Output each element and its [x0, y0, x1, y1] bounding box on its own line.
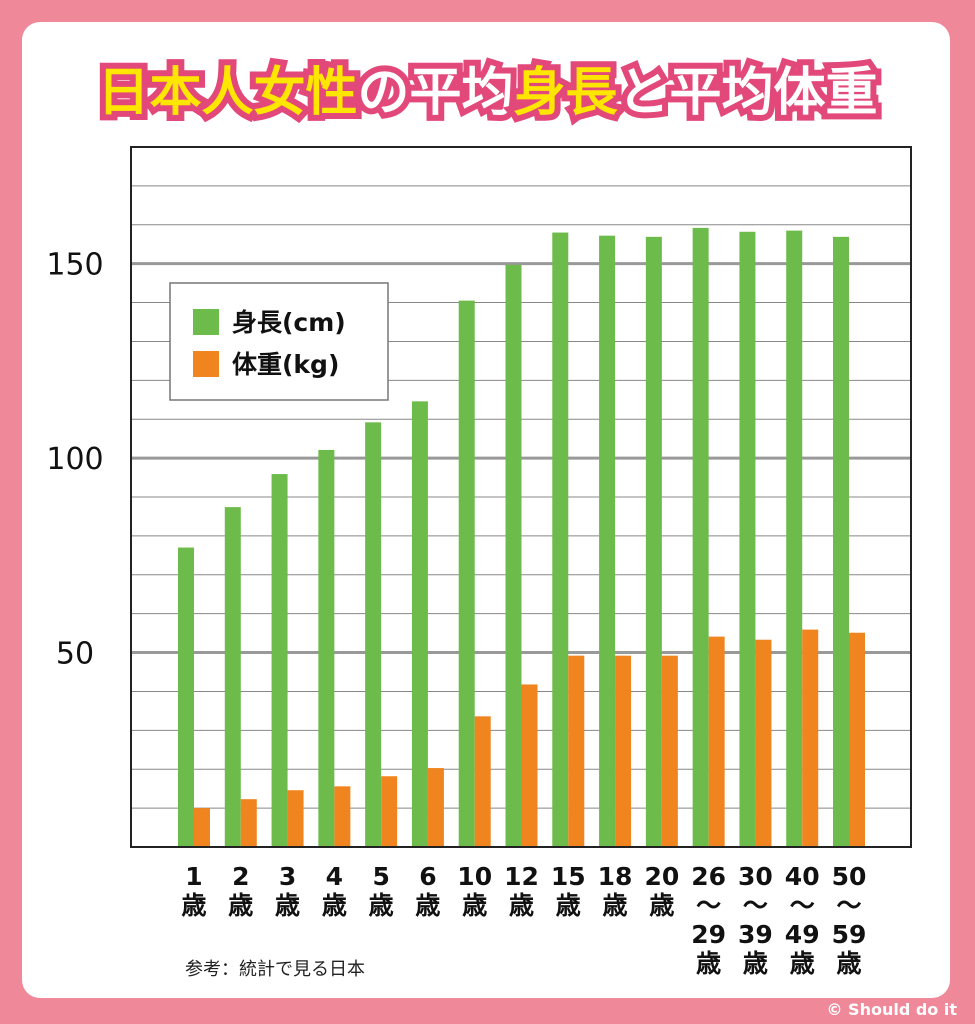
x-tick-label: 15 歳: [550, 862, 586, 920]
bar: [833, 236, 849, 848]
bar: [708, 636, 725, 847]
bar: [381, 776, 398, 847]
title-part: の: [351, 57, 415, 129]
bar: [427, 768, 444, 847]
title-part: 平均体重: [664, 57, 884, 129]
bar: [505, 264, 522, 847]
bar: [521, 684, 538, 847]
bar: [318, 449, 335, 847]
bar: [271, 474, 288, 847]
y-tick-label: 150: [46, 248, 103, 283]
x-tick-label: 1 歳: [181, 862, 207, 920]
bar: [645, 236, 662, 848]
legend-label: 身長(cm): [232, 308, 346, 337]
x-tick-label: 30 〜 39 歳: [738, 862, 773, 978]
bar: [365, 422, 382, 847]
x-tick-label: 40 〜 49 歳: [784, 862, 820, 978]
x-tick-label: 12 歳: [504, 862, 539, 920]
x-tick-label: 5 歳: [368, 862, 394, 920]
source-note: 参考：統計で見る日本: [185, 959, 365, 980]
title-part: 平均: [403, 57, 519, 129]
bar: [755, 639, 772, 847]
bar: [568, 655, 585, 847]
bar: [287, 790, 304, 847]
bar: [194, 808, 210, 847]
plot-border: [130, 146, 912, 848]
bar: [334, 786, 351, 847]
bar: [224, 507, 241, 847]
legend-swatch: [193, 309, 219, 335]
x-tick-label: 3 歳: [275, 862, 301, 920]
title-part: と: [612, 57, 676, 129]
y-tick-label: 50: [56, 637, 94, 672]
legend-label: 体重(kg): [232, 350, 339, 379]
bar: [474, 716, 491, 847]
chart-title: 日本人女性の平均身長と平均体重: [0, 50, 975, 129]
x-tick-label: 20 歳: [644, 862, 680, 920]
y-tick-label: 100: [46, 442, 103, 477]
x-tick-label: 2 歳: [228, 862, 254, 920]
bar: [552, 232, 569, 848]
x-tick-label: 6 歳: [415, 862, 441, 920]
bar: [661, 655, 678, 847]
title-part: 日本人女性: [91, 57, 363, 129]
credit: © Should do it: [826, 1000, 957, 1019]
bar: [411, 401, 428, 847]
bar: [849, 632, 865, 847]
bar: [458, 300, 475, 848]
legend-swatch: [193, 351, 219, 377]
bar: [786, 230, 803, 848]
x-tick-label: 4 歳: [321, 862, 347, 920]
bar: [240, 799, 257, 847]
legend-box: [169, 282, 389, 401]
bar: [802, 629, 819, 847]
bar: [599, 235, 616, 847]
x-tick-label: 10 歳: [457, 862, 493, 920]
bar: [739, 231, 756, 847]
bar: [692, 227, 709, 847]
x-tick-label: 50 〜 59 歳: [831, 862, 867, 978]
x-tick-label: 26 〜 29 歳: [691, 862, 727, 978]
x-tick-label: 18 歳: [597, 862, 633, 920]
title-part: 身長: [507, 57, 623, 129]
bar: [615, 655, 632, 847]
bar: [178, 547, 194, 847]
